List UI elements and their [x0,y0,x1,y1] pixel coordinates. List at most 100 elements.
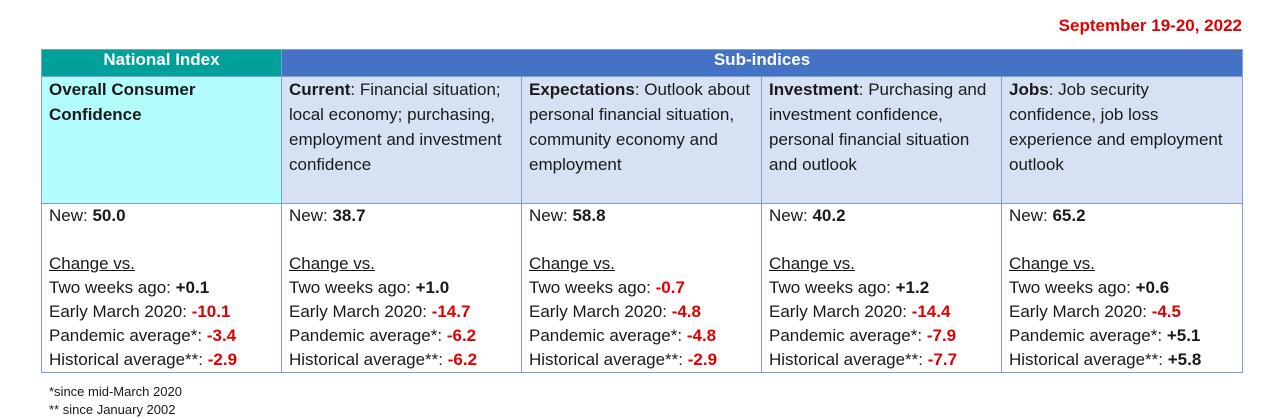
two-weeks-label: Two weeks ago: [49,278,176,297]
early-march-value: -4.5 [1151,302,1181,321]
new-value: 38.7 [332,206,366,225]
pandemic-label: Pandemic average*: [769,326,927,345]
pandemic-line: Pandemic average*: -6.2 [289,324,514,348]
pandemic-value: -6.2 [446,326,477,345]
pandemic-label: Pandemic average*: [1009,326,1167,345]
national-description: Overall Consumer Confidence [41,76,282,204]
jobs-description: Jobs: Job security confidence, job loss … [1000,76,1244,204]
historical-line: Historical average**: -7.7 [769,348,994,372]
new-line: New: 65.2 [1009,204,1235,228]
two-weeks-line: Two weeks ago: +1.2 [769,276,994,300]
new-label: New: [1009,206,1053,225]
new-label: New: [769,206,813,225]
national-index-header: National Index [41,49,282,77]
change-heading: Change vs. [769,254,855,273]
sub-indices-header: Sub-indices [280,49,1244,77]
historical-value: -2.9 [207,350,238,369]
early-march-line: Early March 2020: -4.5 [1009,300,1235,324]
investment-description: Investment: Purchasing and investment co… [761,76,1002,204]
change-heading: Change vs. [289,254,375,273]
footnotes: *since mid-March 2020 ** since January 2… [49,383,182,419]
early-march-label: Early March 2020: [49,302,192,321]
change-heading: Change vs. [529,254,615,273]
pandemic-value: -4.8 [686,326,717,345]
pandemic-line: Pandemic average*: -4.8 [529,324,754,348]
subindex-name: Expectations [529,80,635,99]
new-line: New: 38.7 [289,204,514,228]
historical-line: Historical average**: +5.8 [1009,348,1235,372]
pandemic-line: Pandemic average*: -7.9 [769,324,994,348]
two-weeks-value: -0.7 [655,278,685,297]
new-line: New: 58.8 [529,204,754,228]
historical-label: Historical average**: [289,350,448,369]
new-value: 65.2 [1052,206,1086,225]
values-cell: New: 65.2 Change vs. Two weeks ago: +0.6… [1000,203,1244,373]
early-march-label: Early March 2020: [289,302,432,321]
pandemic-label: Pandemic average*: [289,326,447,345]
two-weeks-label: Two weeks ago: [289,278,416,297]
current-description: Current: Financial situation; local econ… [281,76,522,204]
new-value: 58.8 [572,206,606,225]
historical-value: -2.9 [687,350,718,369]
early-march-line: Early March 2020: -14.7 [289,300,514,324]
subindex-text: : Financial situation; local economy; pu… [289,80,502,174]
new-value: 40.2 [812,206,846,225]
pandemic-line: Pandemic average*: -3.4 [49,324,274,348]
two-weeks-label: Two weeks ago: [769,278,896,297]
historical-value: +5.8 [1167,350,1202,369]
new-value: 50.0 [92,206,126,225]
early-march-value: -4.8 [671,302,701,321]
early-march-label: Early March 2020: [769,302,912,321]
two-weeks-label: Two weeks ago: [529,278,656,297]
two-weeks-value: +0.6 [1135,278,1170,297]
pandemic-value: -3.4 [206,326,237,345]
two-weeks-value: +1.0 [415,278,450,297]
two-weeks-line: Two weeks ago: -0.7 [529,276,754,300]
description-row: Overall Consumer Confidence Current: Fin… [41,76,1244,204]
expectations-description: Expectations: Outlook about personal fin… [521,76,762,204]
historical-line: Historical average**: -6.2 [289,348,514,372]
values-row: New: 50.0 Change vs. Two weeks ago: +0.1… [41,203,1244,373]
historical-label: Historical average**: [529,350,688,369]
subindex-text: : Outlook about personal financial situa… [529,80,751,174]
early-march-value: -10.1 [191,302,231,321]
early-march-label: Early March 2020: [529,302,672,321]
early-march-value: -14.4 [911,302,951,321]
header-row: National Index Sub-indices [41,49,1244,77]
historical-label: Historical average**: [1009,350,1168,369]
consumer-confidence-table: National Index Sub-indices Overall Consu… [41,49,1244,373]
footnote: *since mid-March 2020 [49,384,182,399]
early-march-line: Early March 2020: -14.4 [769,300,994,324]
early-march-label: Early March 2020: [1009,302,1152,321]
change-heading: Change vs. [49,254,135,273]
early-march-line: Early March 2020: -4.8 [529,300,754,324]
new-label: New: [49,206,93,225]
footnote: ** since January 2002 [49,402,176,417]
two-weeks-label: Two weeks ago: [1009,278,1136,297]
historical-label: Historical average**: [49,350,208,369]
pandemic-label: Pandemic average*: [49,326,207,345]
two-weeks-line: Two weeks ago: +0.1 [49,276,274,300]
subindex-text: : Job security confidence, job loss expe… [1009,80,1223,174]
values-cell: New: 50.0 Change vs. Two weeks ago: +0.1… [41,203,282,373]
subindex-name: Current [289,80,351,99]
two-weeks-value: +0.1 [175,278,210,297]
new-line: New: 50.0 [49,204,274,228]
pandemic-value: -7.9 [926,326,957,345]
values-cell: New: 58.8 Change vs. Two weeks ago: -0.7… [521,203,762,373]
pandemic-value: +5.1 [1166,326,1201,345]
subindex-name: Investment [769,80,859,99]
new-label: New: [289,206,333,225]
pandemic-label: Pandemic average*: [529,326,687,345]
two-weeks-value: +1.2 [895,278,930,297]
values-cell: New: 40.2 Change vs. Two weeks ago: +1.2… [761,203,1002,373]
historical-line: Historical average**: -2.9 [529,348,754,372]
early-march-value: -14.7 [431,302,471,321]
pandemic-line: Pandemic average*: +5.1 [1009,324,1235,348]
historical-value: -6.2 [447,350,478,369]
change-heading: Change vs. [1009,254,1095,273]
historical-label: Historical average**: [769,350,928,369]
historical-line: Historical average**: -2.9 [49,348,274,372]
values-cell: New: 38.7 Change vs. Two weeks ago: +1.0… [281,203,522,373]
new-line: New: 40.2 [769,204,994,228]
